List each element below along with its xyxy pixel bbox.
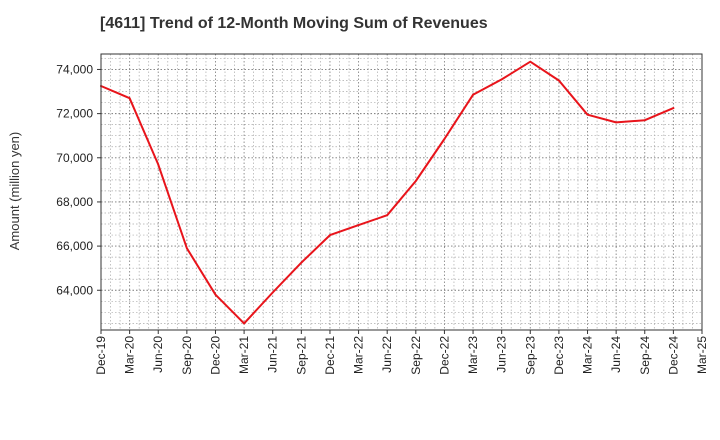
data-point xyxy=(386,214,388,216)
data-point xyxy=(472,94,474,96)
data-point xyxy=(300,261,303,264)
x-tick-label: Dec-19 xyxy=(94,336,108,375)
data-point xyxy=(615,121,617,124)
x-tick-label: Jun-24 xyxy=(609,336,623,373)
data-point xyxy=(558,79,560,82)
x-tick-label: Jun-20 xyxy=(151,336,165,373)
x-tick-label: Sep-24 xyxy=(638,336,652,375)
data-point xyxy=(128,97,131,99)
x-tick-label: Dec-21 xyxy=(323,336,337,375)
x-tick-label: Sep-20 xyxy=(180,336,194,375)
x-tick-label: Sep-23 xyxy=(523,336,537,375)
x-tick-label: Sep-22 xyxy=(409,336,423,375)
x-tick-label: Jun-21 xyxy=(266,336,280,373)
labels-layer: 64,000 66,000 68,000 70,000 72,000 74,000 Dec-… xyxy=(56,62,709,374)
y-tick-label: 64,000 xyxy=(56,283,93,297)
x-tick-label: Mar-22 xyxy=(352,336,366,374)
x-tick-label: Mar-25 xyxy=(695,336,709,374)
data-point xyxy=(186,247,188,250)
x-tick-label: Mar-21 xyxy=(237,336,251,374)
data-point xyxy=(357,224,360,226)
series-layer xyxy=(100,60,675,325)
x-tick-label: Jun-23 xyxy=(495,336,509,373)
data-point xyxy=(329,234,331,236)
data-point xyxy=(157,163,160,166)
x-tick-label: Mar-20 xyxy=(123,336,137,374)
y-tick-label: 68,000 xyxy=(56,195,93,209)
plot-area xyxy=(101,54,702,330)
data-point xyxy=(443,138,446,140)
grid-layer xyxy=(101,54,702,330)
y-axis-label: Amount (million yen) xyxy=(7,132,22,251)
data-point xyxy=(415,180,417,182)
x-tick-label: Dec-23 xyxy=(552,336,566,375)
chart-title: [4611] Trend of 12-Month Moving Sum of R… xyxy=(100,15,488,32)
x-tick-label: Jun-22 xyxy=(380,336,394,373)
data-point xyxy=(243,322,245,325)
data-point xyxy=(529,60,532,63)
data-point xyxy=(643,119,646,122)
x-tick-label: Dec-22 xyxy=(437,336,451,375)
y-tick-label: 72,000 xyxy=(56,107,93,121)
plot-frame xyxy=(100,53,703,331)
axes-layer xyxy=(97,53,703,334)
x-tick-label: Mar-23 xyxy=(466,336,480,374)
x-tick-label: Dec-24 xyxy=(666,336,680,375)
data-point xyxy=(500,78,503,81)
data-point xyxy=(271,291,274,294)
y-tick-label: 74,000 xyxy=(56,62,93,76)
data-point xyxy=(672,107,675,109)
y-tick-label: 70,000 xyxy=(56,151,93,165)
x-tick-label: Dec-20 xyxy=(208,336,222,375)
y-tick-label: 66,000 xyxy=(56,239,93,253)
data-point xyxy=(214,293,217,296)
data-point xyxy=(586,113,589,116)
x-tick-label: Sep-21 xyxy=(294,336,308,375)
x-tick-label: Mar-24 xyxy=(581,336,595,374)
